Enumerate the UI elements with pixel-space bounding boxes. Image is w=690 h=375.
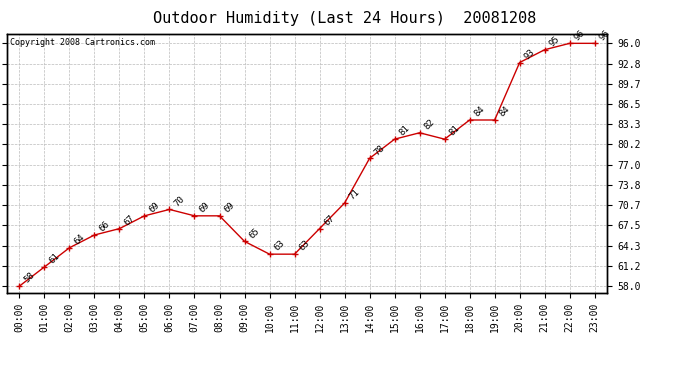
Text: Outdoor Humidity (Last 24 Hours)  20081208: Outdoor Humidity (Last 24 Hours) 2008120… <box>153 11 537 26</box>
Text: 66: 66 <box>97 220 111 234</box>
Text: 93: 93 <box>522 47 536 61</box>
Text: 71: 71 <box>347 188 362 202</box>
Text: 82: 82 <box>422 117 436 131</box>
Text: 58: 58 <box>22 271 36 285</box>
Text: 61: 61 <box>47 252 61 266</box>
Text: 69: 69 <box>222 201 236 214</box>
Text: 70: 70 <box>172 194 186 208</box>
Text: 81: 81 <box>397 124 411 138</box>
Text: 95: 95 <box>547 34 562 48</box>
Text: 63: 63 <box>297 239 311 253</box>
Text: 84: 84 <box>497 105 511 118</box>
Text: 96: 96 <box>573 28 586 42</box>
Text: 67: 67 <box>122 213 136 227</box>
Text: 78: 78 <box>373 143 386 157</box>
Text: 81: 81 <box>447 124 462 138</box>
Text: Copyright 2008 Cartronics.com: Copyright 2008 Cartronics.com <box>10 38 155 46</box>
Text: 69: 69 <box>147 201 161 214</box>
Text: 96: 96 <box>598 28 611 42</box>
Text: 65: 65 <box>247 226 262 240</box>
Text: 84: 84 <box>473 105 486 118</box>
Text: 63: 63 <box>273 239 286 253</box>
Text: 67: 67 <box>322 213 336 227</box>
Text: 69: 69 <box>197 201 211 214</box>
Text: 64: 64 <box>72 232 86 246</box>
